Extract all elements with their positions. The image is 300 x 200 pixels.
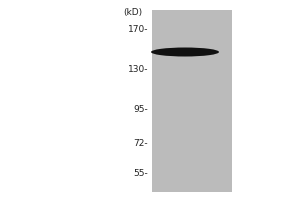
Text: 72-: 72- xyxy=(134,138,148,148)
Text: 130-: 130- xyxy=(128,66,148,74)
Bar xyxy=(152,10,232,192)
Text: (kD): (kD) xyxy=(123,8,142,17)
Text: 170-: 170- xyxy=(128,25,148,34)
Text: 95-: 95- xyxy=(133,106,148,114)
Text: 55-: 55- xyxy=(133,170,148,178)
Ellipse shape xyxy=(151,47,219,56)
